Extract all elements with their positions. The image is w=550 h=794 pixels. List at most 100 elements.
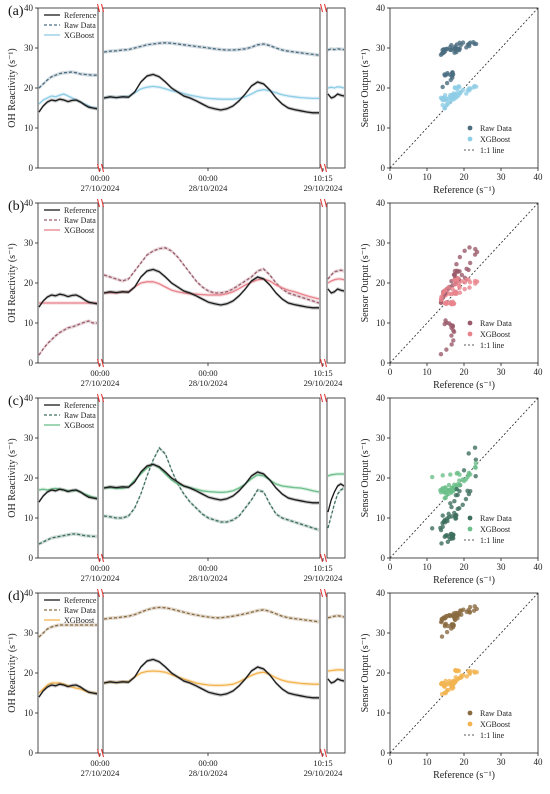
scatter-x-tick-label: 30 (497, 562, 507, 572)
scatter-x-axis-label: Reference (s⁻¹) (433, 575, 495, 586)
y-tick-label: 40 (24, 393, 34, 403)
scatter-point-xgboost (448, 97, 454, 102)
scatter-point-xgboost (429, 474, 435, 480)
reference-series-line (103, 658, 319, 699)
y-axis-label: OH Reactivity (s⁻¹) (7, 633, 18, 712)
scatter-point-xgboost (473, 461, 479, 466)
raw-data-series-band (328, 614, 344, 620)
axes-segment-frame (326, 397, 346, 559)
axis-break-mark (101, 748, 104, 758)
y-tick-label: 0 (29, 553, 34, 563)
x-tick-label-date: 27/10/2024 (81, 378, 120, 388)
scatter-point-raw (449, 333, 454, 338)
y-tick-label: 40 (24, 588, 34, 598)
scatter-point-raw (446, 511, 451, 517)
scatter-point-xgboost (449, 485, 454, 490)
scatter-point-xgboost (438, 681, 444, 687)
scatter-point-raw (445, 539, 451, 545)
scatter-point-raw (451, 338, 456, 343)
x-tick-label-time: 10:15 (313, 758, 332, 768)
y-tick-label: 0 (29, 748, 34, 758)
scatter-point-raw (458, 42, 464, 48)
scatter-legend-label: 1:1 line (480, 731, 505, 740)
axis-break-mark (101, 553, 104, 563)
scatter-point-raw (459, 272, 465, 278)
scatter-y-tick-label: 40 (376, 588, 386, 598)
scatter-point-xgboost (465, 87, 471, 93)
scatter-legend-label: Raw Data (480, 709, 512, 718)
raw-data-series-line (327, 48, 345, 51)
scatter-point-xgboost (464, 674, 470, 679)
scatter-point-xgboost (442, 301, 447, 306)
y-tick-label: 20 (24, 278, 34, 288)
scatter-point-raw (438, 527, 444, 533)
legend-label: Raw Data (64, 216, 96, 225)
raw-data-series-band (328, 47, 344, 52)
raw-data-series-line (327, 615, 345, 619)
scatter-legend-marker (467, 721, 473, 727)
axis-break-mark (320, 393, 323, 403)
x-tick-label-date: 28/10/2024 (189, 768, 228, 778)
legend-label: XGBoost (64, 31, 95, 40)
scatter-point-xgboost (459, 673, 464, 678)
scatter-point-raw (444, 347, 449, 352)
scatter-legend-marker (467, 320, 473, 326)
scatter-x-tick-label: 30 (497, 757, 507, 767)
scatter-point-raw (440, 513, 445, 518)
scatter-x-axis-label: Reference (s⁻¹) (433, 770, 495, 781)
panel-letter: (c) (8, 394, 24, 409)
axis-break-mark (97, 553, 100, 563)
scatter-point-raw (448, 47, 453, 53)
axis-break-mark (97, 748, 100, 758)
axes-segment-frame (102, 592, 321, 754)
raw-data-series-line (38, 320, 97, 356)
scatter-point-xgboost (454, 471, 459, 476)
axis-break-mark (324, 198, 327, 208)
xgboost-series-line (327, 86, 345, 89)
scatter-y-tick-label: 10 (376, 513, 386, 523)
axis-break-mark (97, 358, 100, 368)
scatter-point-raw (452, 272, 457, 277)
axis-break-mark (97, 163, 100, 173)
x-tick-label-date: 29/10/2024 (304, 183, 343, 193)
x-tick-label-time: 00:00 (90, 563, 109, 573)
scatter-point-xgboost (452, 282, 458, 287)
y-tick-label: 30 (24, 433, 34, 443)
x-tick-label-time: 00:00 (198, 173, 217, 183)
legend-label: Reference (64, 206, 97, 215)
scatter-point-raw (440, 520, 445, 526)
scatter-x-axis-label: Reference (s⁻¹) (433, 185, 495, 196)
x-tick-label-time: 10:15 (313, 173, 332, 183)
scatter-x-tick-label: 10 (423, 367, 433, 377)
axis-break-mark (320, 588, 323, 598)
x-tick-label-time: 10:15 (313, 563, 332, 573)
axis-break-mark (97, 588, 100, 598)
y-tick-label: 20 (24, 668, 34, 678)
scatter-x-tick-label: 10 (423, 562, 433, 572)
scatter-point-raw (444, 629, 450, 635)
xgboost-series-line (103, 85, 319, 100)
scatter-legend-marker (467, 136, 473, 142)
scatter-x-tick-label: 20 (460, 562, 470, 572)
scatter-y-axis-label: Sensor Output (s⁻¹) (360, 634, 371, 713)
scatter-x-tick-label: 30 (497, 367, 507, 377)
scatter-point-raw (462, 248, 467, 254)
axis-break-mark (320, 358, 323, 368)
axis-break-mark (324, 748, 327, 758)
scatter-point-raw (463, 496, 469, 502)
scatter-point-raw (442, 72, 447, 77)
x-tick-label-time: 00:00 (198, 563, 217, 573)
scatter-point-raw (455, 492, 460, 498)
xgboost-series-line (327, 473, 344, 477)
reference-series-line (103, 73, 319, 114)
scatter-point-xgboost (440, 473, 445, 478)
scatter-point-raw (438, 352, 444, 357)
scatter-point-raw (460, 502, 465, 508)
scatter-point-xgboost (459, 279, 465, 284)
y-axis-label: OH Reactivity (s⁻¹) (7, 438, 18, 517)
axis-break-mark (324, 358, 327, 368)
scatter-point-xgboost (453, 675, 458, 680)
scatter-legend-marker (467, 526, 473, 532)
scatter-y-tick-label: 40 (376, 393, 386, 403)
